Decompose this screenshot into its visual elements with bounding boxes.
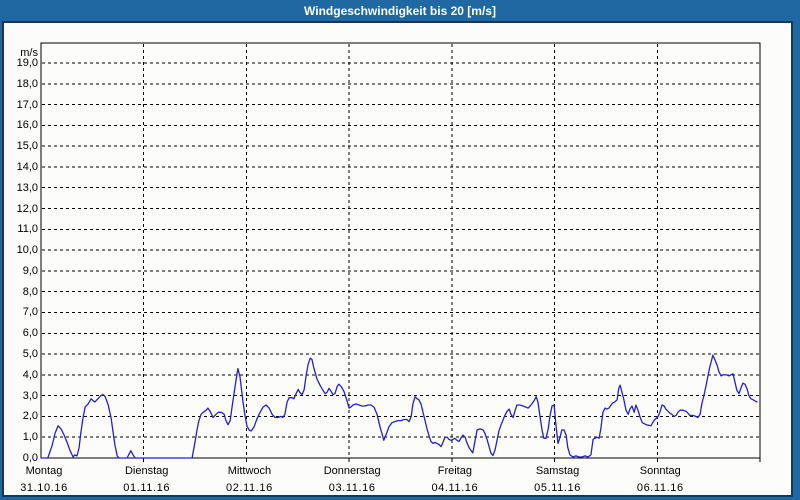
- y-tick-label: 1,0: [22, 431, 38, 444]
- y-tick-label: 6,0: [22, 327, 38, 340]
- x-day-name: Montag: [25, 465, 63, 477]
- x-day-date: 04.11.16: [431, 482, 479, 494]
- x-day-name: Samstag: [535, 465, 580, 477]
- y-tick-label: 11,0: [17, 223, 38, 236]
- x-day-date: 31.10.16: [20, 482, 68, 494]
- x-day-date: 05.11.16: [534, 482, 581, 494]
- x-day-date: 06.11.16: [636, 482, 684, 494]
- y-axis-unit-label: m/s: [20, 47, 38, 59]
- y-tick-label: 19,0: [16, 57, 38, 69]
- y-tick-label: 5,0: [22, 348, 38, 361]
- x-day-name: Freitag: [437, 465, 472, 477]
- y-tick-label: 3,0: [22, 389, 38, 402]
- chart-canvas: [2, 21, 793, 497]
- y-tick-label: 16,0: [16, 119, 38, 132]
- wind-speed-line: [40, 354, 758, 459]
- x-day-date: 03.11.16: [328, 482, 376, 494]
- y-tick-label: 2,0: [22, 410, 38, 423]
- x-day-name: Sonntag: [639, 465, 681, 477]
- x-day-date: 01.11.16: [123, 482, 171, 494]
- y-tick-label: 12,0: [16, 202, 38, 215]
- y-tick-label: 4,0: [22, 368, 38, 381]
- chart-title: Windgeschwindigkeit bis 20 [m/s]: [304, 3, 496, 18]
- y-tick-label: 0,0: [22, 452, 38, 464]
- title-bar: Windgeschwindigkeit bis 20 [m/s]: [0, 0, 800, 21]
- y-tick-label: 8,0: [22, 285, 38, 298]
- x-day-name: Mittwoch: [227, 465, 272, 477]
- x-day-date: 02.11.16: [226, 482, 273, 494]
- y-tick-label: 15,0: [16, 140, 38, 153]
- y-tick-label: 14,0: [16, 160, 38, 173]
- y-tick-label: 18,0: [16, 77, 38, 90]
- y-tick-label: 13,0: [16, 181, 38, 194]
- y-tick-label: 10,0: [16, 244, 38, 257]
- x-day-name: Donnerstag: [323, 465, 381, 477]
- y-tick-label: 7,0: [22, 306, 38, 319]
- y-tick-label: 17,0: [16, 98, 38, 111]
- y-tick-label: 9,0: [22, 264, 38, 277]
- plot-border: [40, 42, 761, 459]
- x-day-name: Dienstag: [124, 465, 169, 477]
